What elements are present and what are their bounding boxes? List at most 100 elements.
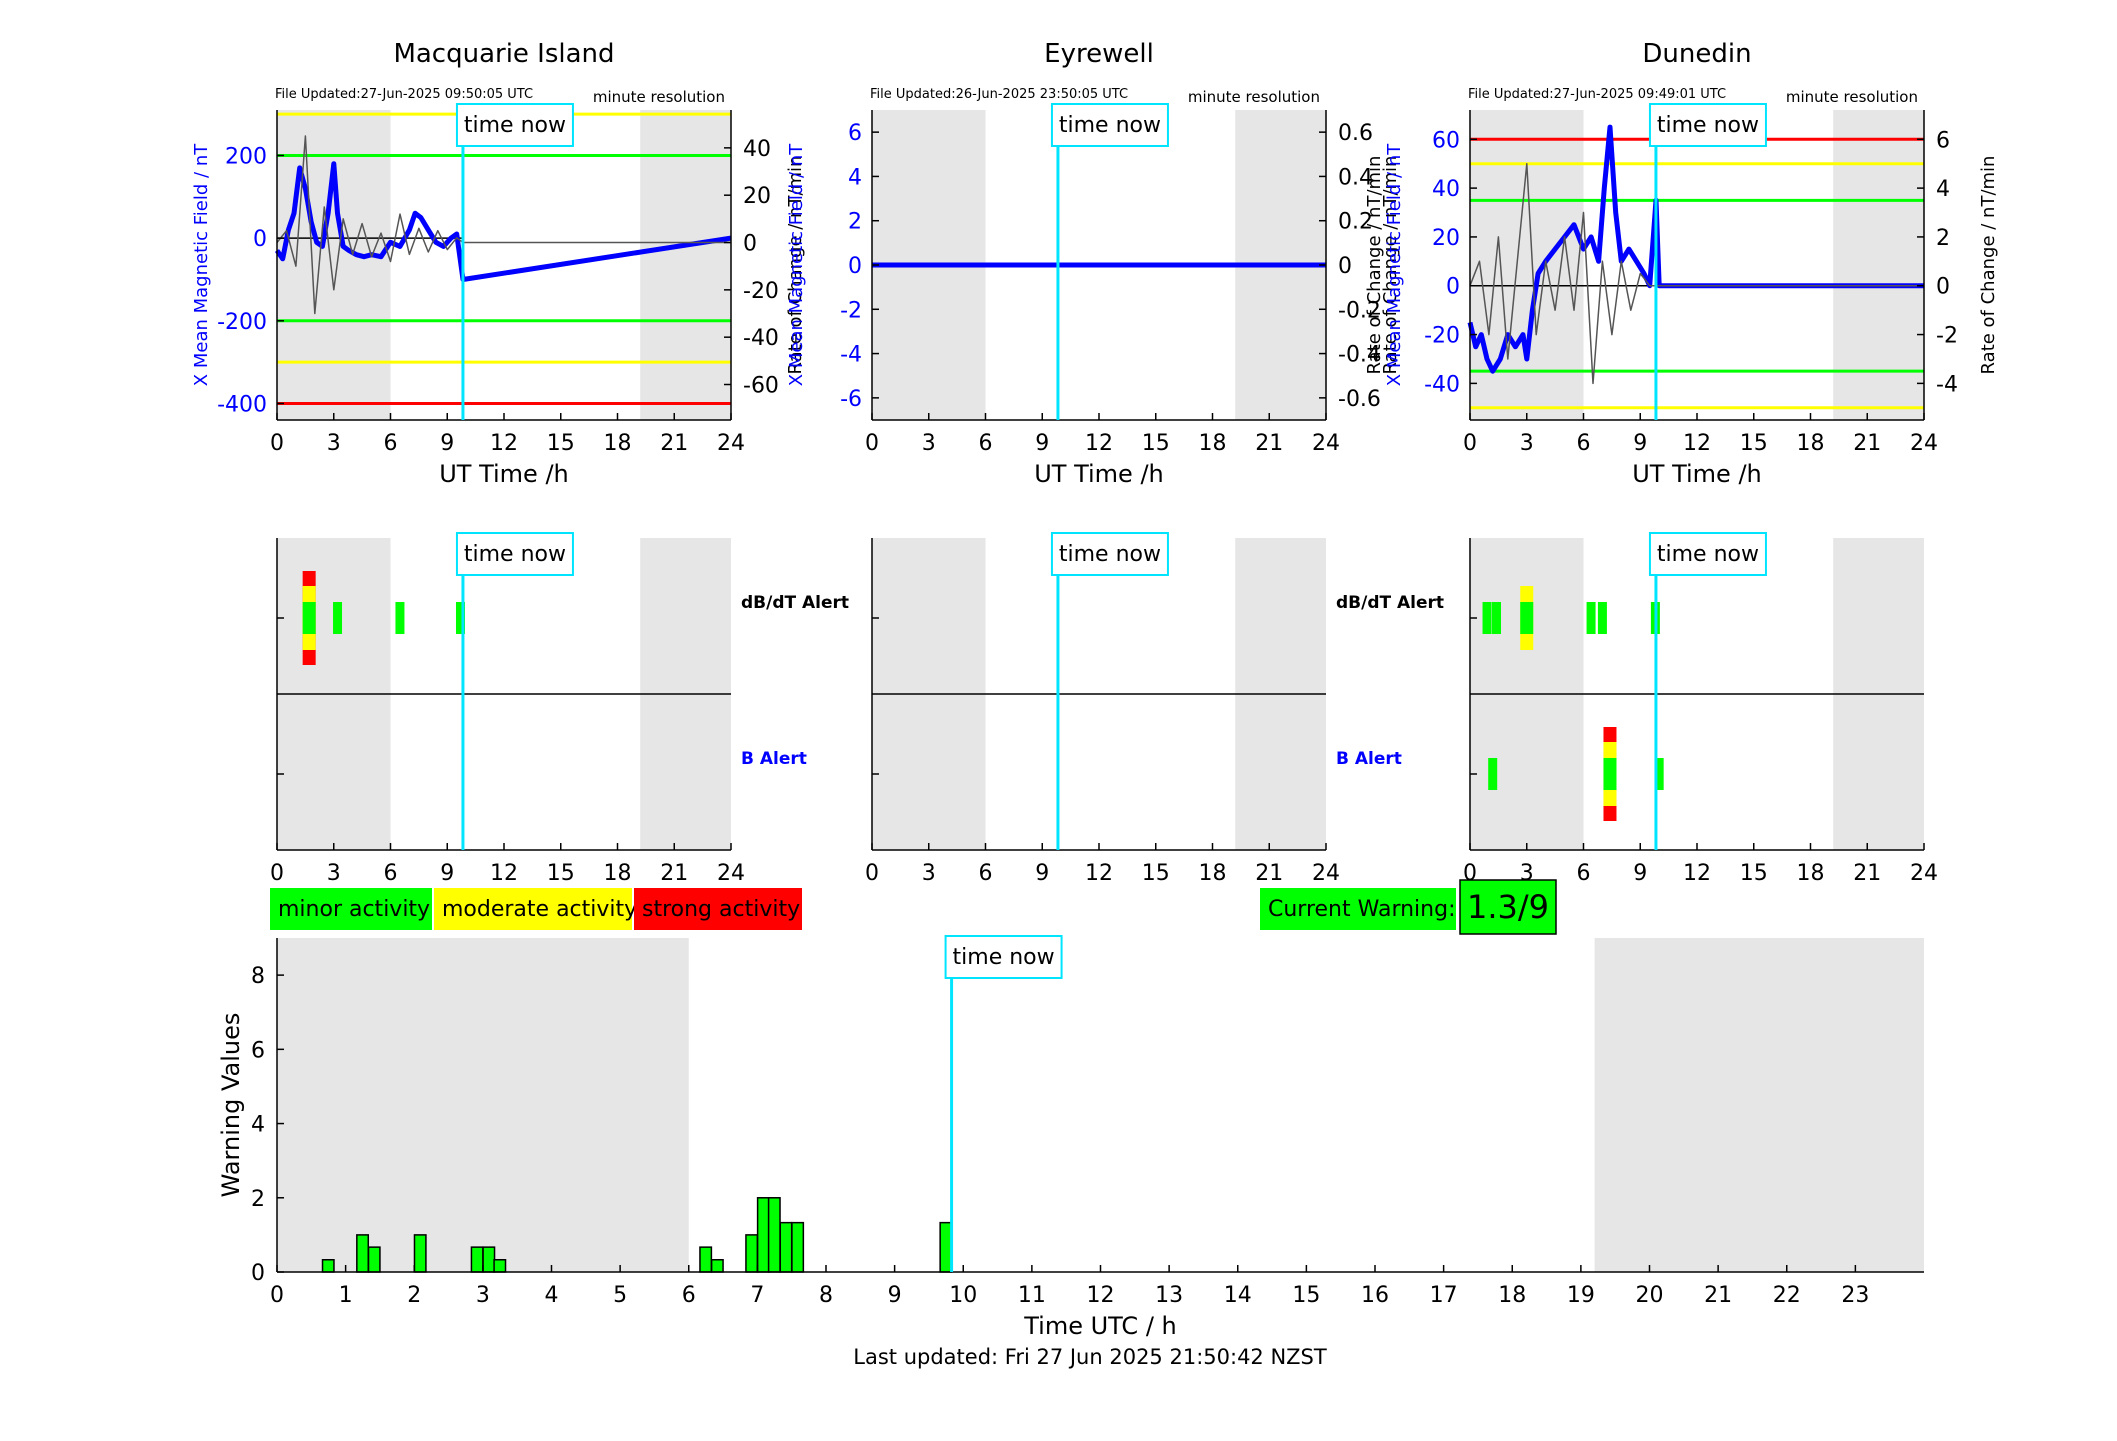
current-warning-label: Current Warning: (1268, 897, 1455, 922)
left-tick-label-1--2: -2 (840, 298, 862, 323)
warning-bar-17 (939, 1221, 953, 1273)
alert-x-tick-label-0-18: 18 (604, 861, 632, 886)
alert-x-tick-label-2-21: 21 (1853, 861, 1881, 886)
left-tick-label-2-20: 20 (1432, 226, 1460, 251)
right-tick-label-1-0.2: 0.2 (1338, 210, 1373, 235)
alert-mark-dbdt-2-0-green (1482, 602, 1492, 634)
time-now-box-top-1 (1050, 103, 1169, 147)
left-tick-label-2--40: -40 (1424, 372, 1460, 397)
alert-mark-b-2-0-green (1488, 758, 1498, 790)
right-tick-label-1-0.6: 0.6 (1338, 121, 1373, 146)
alert-x-tick-label-1-3: 3 (922, 861, 936, 886)
x-tick-label-1-6: 6 (979, 431, 993, 456)
x-tick-label-2-9: 9 (1633, 431, 1647, 456)
time-now-box-top-0 (455, 103, 574, 147)
warning-x-tick-label-11: 11 (1018, 1283, 1046, 1308)
series-line-0-0 (274, 161, 732, 282)
warning-x-tick-label-17: 17 (1430, 1283, 1458, 1308)
x-tick-label-0-15: 15 (547, 431, 575, 456)
x-tick-label-2-18: 18 (1797, 431, 1825, 456)
x-tick-label-1-3: 3 (922, 431, 936, 456)
warning-x-tick-label-4: 4 (545, 1283, 559, 1308)
warning-x-tick-label-19: 19 (1567, 1283, 1595, 1308)
warning-shade-1 (1594, 938, 1924, 1272)
left-axis-title-1: X Mean Magnetic Field / nT (786, 143, 807, 386)
warning-bar-14 (767, 1197, 781, 1273)
left-tick-label-1-6: 6 (848, 121, 862, 146)
left-tick-label-1-2: 2 (848, 210, 862, 235)
warning-x-tick-label-12: 12 (1087, 1283, 1115, 1308)
warning-x-tick-label-16: 16 (1361, 1283, 1389, 1308)
warning-x-tick-label-7: 7 (750, 1283, 764, 1308)
time-now-label-alert-0: time now (464, 542, 566, 567)
warning-x-tick-label-8: 8 (819, 1283, 833, 1308)
warning-y-tick-label-4: 4 (251, 1113, 265, 1138)
warning-y-tick-label-6: 6 (251, 1038, 265, 1063)
left-tick-label-0--400: -400 (217, 392, 267, 417)
alert-mark-dbdt-2-4-green (1597, 602, 1607, 634)
x-tick-label-0-6: 6 (384, 431, 398, 456)
alert-x-tick-label-0-3: 3 (327, 861, 341, 886)
left-tick-label-1--6: -6 (840, 387, 862, 412)
right-tick-label-2--4: -4 (1936, 372, 1958, 397)
alert-x-tick-label-1-0: 0 (865, 861, 879, 886)
legend-label-2: strong activity (642, 897, 800, 922)
x-tick-label-0-3: 3 (327, 431, 341, 456)
left-tick-label-1-0: 0 (848, 254, 862, 279)
x-tick-label-0-18: 18 (604, 431, 632, 456)
warning-x-axis-title: Time UTC / h (1023, 1312, 1177, 1340)
x-tick-label-1-18: 18 (1199, 431, 1227, 456)
warning-x-tick-label-0: 0 (270, 1283, 284, 1308)
alert-mark-dbdt-0-1-green (333, 602, 343, 634)
night-shade-2-1 (1833, 110, 1924, 420)
left-tick-label-2-0: 0 (1446, 275, 1460, 300)
legend-swatch-0 (270, 888, 432, 930)
alert-mark-dbdt-2-2-green (1520, 602, 1534, 634)
alert-x-tick-label-2-9: 9 (1633, 861, 1647, 886)
warning-y-tick-label-0: 0 (251, 1261, 265, 1286)
warning-bar-4 (413, 1234, 427, 1273)
time-now-box-top-2 (1648, 103, 1767, 147)
legend-swatch-1 (434, 888, 632, 930)
night-shade-2-0 (1470, 110, 1584, 420)
warning-bar-8 (482, 1246, 496, 1273)
alert-x-tick-label-0-12: 12 (490, 861, 518, 886)
alert-x-tick-label-2-12: 12 (1683, 861, 1711, 886)
alert-x-tick-label-0-6: 6 (384, 861, 398, 886)
dbdt-alert-label-1: dB/dT Alert (1336, 593, 1444, 613)
current-warning-label-bg (1260, 888, 1456, 930)
x-tick-label-2-24: 24 (1910, 431, 1938, 456)
file-updated-1: File Updated:26-Jun-2025 23:50:05 UTC (870, 87, 1128, 102)
left-tick-label-1-4: 4 (848, 165, 862, 190)
alert-x-tick-label-0-9: 9 (440, 861, 454, 886)
alert-mark-dbdt-0-0-green (302, 602, 316, 634)
station-title-1: Eyrewell (1044, 39, 1154, 69)
alert-x-tick-label-1-24: 24 (1312, 861, 1340, 886)
left-axis-title-2: X Mean Magnetic Field / nT (1384, 143, 1405, 386)
legend-label-0: minor activity (278, 897, 430, 922)
warning-bar-3 (367, 1246, 381, 1273)
x-axis-title-1: UT Time /h (1034, 460, 1164, 488)
warning-x-tick-label-10: 10 (949, 1283, 977, 1308)
left-tick-label-1--4: -4 (840, 343, 862, 368)
right-axis-title-0: Rate of Change / nT/min (785, 156, 806, 375)
dbdt-alert-label-0: dB/dT Alert (741, 593, 849, 613)
left-tick-label-0-200: 200 (225, 144, 267, 169)
right-tick-label-2-2: 2 (1936, 226, 1950, 251)
alert-x-tick-label-0-24: 24 (717, 861, 745, 886)
x-tick-label-0-12: 12 (490, 431, 518, 456)
warning-bar-15 (779, 1221, 793, 1273)
right-tick-label-2-0: 0 (1936, 275, 1950, 300)
x-axis-title-2: UT Time /h (1632, 460, 1762, 488)
x-tick-label-2-21: 21 (1853, 431, 1881, 456)
time-now-label-alert-1: time now (1059, 542, 1161, 567)
station-title-2: Dunedin (1642, 39, 1751, 69)
time-now-box-alert-0 (455, 532, 574, 576)
right-tick-label-1--0.2: -0.2 (1338, 298, 1381, 323)
warning-bar-10 (699, 1246, 713, 1273)
night-shade-0-1 (640, 110, 731, 420)
right-axis-title-2: Rate of Change / nT/min (1978, 156, 1999, 375)
resolution-label-2: minute resolution (1786, 88, 1918, 106)
